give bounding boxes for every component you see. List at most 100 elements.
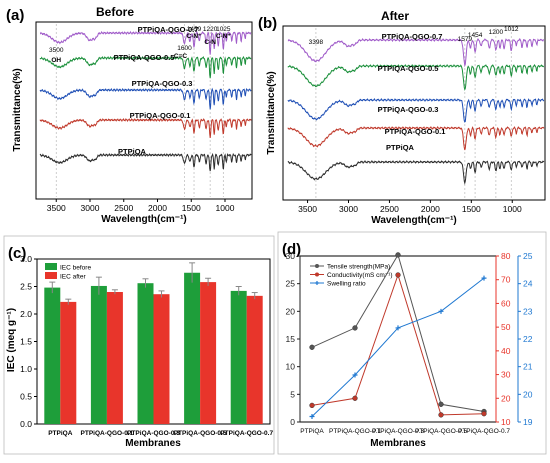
panel-c-iec-bar-chart: (c) 0.0 0.5 1.0 1.5 2.0 2.5 3.0 PTPiQA PTPiQA-Q… <box>3 235 275 455</box>
panel-d-xtick-label-3: PTPiQA-QGO-0.5 <box>415 428 467 435</box>
panel-b-series-label-0: PTPiQA <box>386 143 415 152</box>
panel-c-legend-swatch-1 <box>45 272 57 279</box>
panel-d-point-0-3 <box>438 401 444 407</box>
panel-b-series-line-3 <box>287 63 545 91</box>
panel-d-right1-tick-label-5: 60 <box>501 298 511 308</box>
panel-d-point-1-2 <box>395 272 401 278</box>
panel-d-xlabel: Membranes <box>370 438 426 449</box>
panel-c-bar-0-1 <box>90 285 107 424</box>
panel-d-left-tick-label-5: 25 <box>286 279 296 289</box>
panel-d-point-2-3 <box>438 308 444 314</box>
panel-d-legend-label-1: Conductivity(mS cm⁻¹) <box>327 272 393 279</box>
panel-d-right1-tick-label-0: 10 <box>501 417 511 427</box>
panel-c-ytick-label-4: 2.0 <box>20 309 32 319</box>
panel-b-xtick-label-0: 3500 <box>298 204 317 214</box>
panel-b-series-label-1: PTPiQA-QGO-0.1 <box>385 127 446 136</box>
panel-c-xtick-label-1: PTPiQA-QGO-0.1 <box>81 430 134 437</box>
panel-a-series-label-0: PTPiQA <box>118 147 147 156</box>
panel-d-point-1-0 <box>309 402 315 409</box>
panel-c-bar-0-0 <box>44 287 61 424</box>
panel-d-right2-tick-label-6: 25 <box>523 251 533 261</box>
panel-b-annotation-2: 1454 <box>468 32 483 39</box>
panel-a-series-line-1 <box>39 117 252 139</box>
panel-b-series-label-4: PTPiQA-QGO-0.7 <box>382 32 443 41</box>
panel-b-series-line-4 <box>287 37 544 68</box>
panel-d-xtick-label-1: PTPiQA-QGO-0.1 <box>329 428 381 435</box>
panel-b-xtick-label-5: 1000 <box>503 204 522 214</box>
panel-d-left-tick-label-0: 0 <box>290 417 295 427</box>
panel-c-legend-label-1: IEC after <box>60 274 86 281</box>
panel-d-mechanical-chart: (d) 0 5 10 15 20 25 30 10 20 30 40 50 60 70 80 19 20 21 22… <box>277 231 547 455</box>
panel-a-xtick-label-0: 3500 <box>47 203 66 213</box>
panel-d-point-1-1 <box>352 395 358 401</box>
panel-d-left-tick-label-4: 20 <box>286 306 296 316</box>
panel-a-xtick-label-3: 2000 <box>148 203 167 213</box>
panel-d-legend-label-2: Swelling ratio <box>327 281 366 288</box>
panel-c-xtick-label-3: PTPiQA-QGO-0.5 <box>174 430 227 437</box>
panel-d-point-0-2 <box>395 252 401 258</box>
panel-d-point-2-1 <box>352 372 358 378</box>
panel-a-series-line-2 <box>39 87 252 110</box>
panel-d-legend-label-0: Tensile strength(MPa) <box>327 264 390 271</box>
panel-a-annotation-8: 1025 <box>216 26 231 33</box>
panel-a-annotation-4: 1459 <box>187 26 202 33</box>
panel-a-ftir-before: (a) Before PTPiQA PTPiQA-QGO-0.1 PTPiQA-QG… <box>6 5 253 225</box>
panel-b-xtick-label-1: 3000 <box>339 204 358 214</box>
panel-d-left-tick-label-3: 15 <box>286 334 296 344</box>
panel-c-ylabel: IEC (meq g⁻¹) <box>6 308 17 372</box>
panel-a-xtick-label-1: 3000 <box>81 203 100 213</box>
panel-d-left-tick-label-6: 30 <box>286 251 296 261</box>
panel-c-bar-0-3 <box>184 272 201 424</box>
panel-d-xtick-label-4: PTPiQA-QGO-0.7 <box>458 428 510 435</box>
panel-d-point-2-4 <box>481 275 487 281</box>
panel-d-right1-tick-label-6: 70 <box>501 275 511 285</box>
panel-c-xtick-label-0: PTPiQA <box>48 430 73 437</box>
panel-d-point-0-1 <box>352 325 358 331</box>
panel-a-annotation-1: OH <box>51 57 61 64</box>
panel-c-ytick-label-1: 0.5 <box>20 392 32 402</box>
panel-d-right2-tick-label-3: 22 <box>523 334 533 344</box>
panel-d-right2-tick-label-5: 24 <box>523 279 533 289</box>
panel-b-plot-frame <box>282 25 546 201</box>
panel-b-xtick-label-2: 2500 <box>380 204 399 214</box>
panel-d-right2-tick-label-2: 21 <box>523 362 533 372</box>
panel-b-xtick-label-4: 1500 <box>462 204 481 214</box>
panel-d-point-0-0 <box>309 344 315 350</box>
panel-c-bar-1-3 <box>200 282 217 424</box>
panel-a-series-label-3: PTPiQA-QGO-0.5 <box>114 53 175 62</box>
panel-b-ylabel: Transmittance(%) <box>266 71 277 154</box>
panel-a-xtick-label-2: 2500 <box>114 203 133 213</box>
panel-a-series-line-0 <box>39 152 252 172</box>
panel-c-xtick-label-4: PTPiQA-QGO-0.7 <box>220 430 273 437</box>
panel-a-series-label-2: PTPiQA-QGO-0.3 <box>132 79 193 88</box>
panel-b-annotation-0: 3398 <box>309 39 324 46</box>
panel-d-right1-tick-label-1: 20 <box>501 393 511 403</box>
panel-c-bar-1-0 <box>60 301 77 424</box>
panel-d-point-2-2 <box>395 325 401 331</box>
panel-a-annotation-6: 1220 <box>203 26 218 33</box>
panel-d-point-2-0 <box>309 413 315 419</box>
panel-d-point-1-4 <box>481 411 487 417</box>
panel-b-title: After <box>381 9 409 23</box>
panel-c-ytick-label-2: 1.0 <box>20 364 32 374</box>
panel-a-annotation-2: 1600 <box>177 45 192 52</box>
panel-a-ylabel: Transmittance(%) <box>12 68 23 151</box>
panel-d-right1-tick-label-4: 50 <box>501 322 511 332</box>
panel-c-bar-1-2 <box>153 294 170 424</box>
panel-d-right1-tick-label-2: 30 <box>501 370 511 380</box>
panel-letter-a: (a) <box>6 7 24 24</box>
panel-letter-b: (b) <box>258 15 277 32</box>
panel-a-series-label-4: PTPiQA-QGO-0.7 <box>138 25 199 34</box>
panel-a-xtick-label-4: 1500 <box>182 203 201 213</box>
panel-a-xlabel: Wavelength(cm⁻¹) <box>101 214 186 225</box>
panel-d-right1-tick-label-3: 40 <box>501 346 511 356</box>
panel-a-series-label-1: PTPiQA-QGO-0.1 <box>130 111 191 120</box>
panel-d-legend-marker-0 <box>315 264 319 268</box>
panel-c-legend-swatch-0 <box>45 263 57 270</box>
panel-a-plot-frame <box>35 21 253 200</box>
panel-b-series-label-2: PTPiQA-QGO-0.3 <box>378 105 439 114</box>
panel-d-point-1-3 <box>438 412 444 418</box>
panel-b-xlabel: Wavelength(cm⁻¹) <box>371 215 456 226</box>
panel-b-annotation-3: 1200 <box>489 29 504 36</box>
